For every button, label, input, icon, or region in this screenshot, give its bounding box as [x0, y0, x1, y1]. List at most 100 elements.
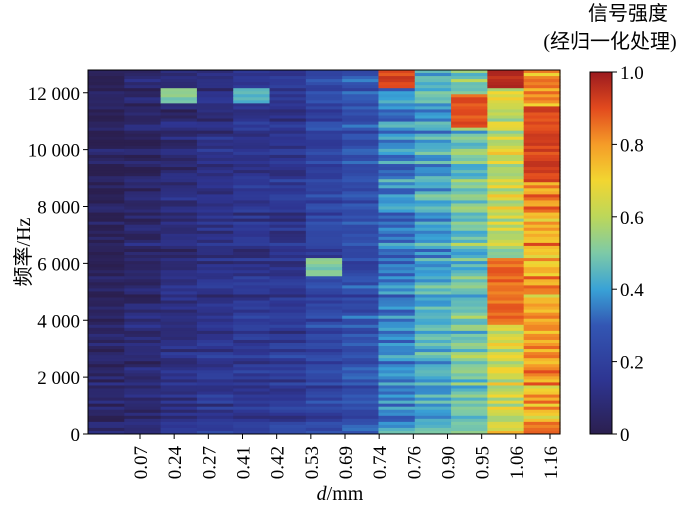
heatmap-cell [124, 291, 162, 295]
heatmap-cell [523, 142, 561, 147]
heatmap-cell [305, 164, 343, 168]
heatmap-cell [378, 203, 416, 207]
heatmap-cell [160, 297, 198, 302]
heatmap-cell [523, 361, 561, 365]
heatmap-cell [88, 318, 125, 323]
heatmap-cell [414, 255, 452, 259]
heatmap-cell [196, 430, 234, 435]
heatmap-cell [269, 297, 307, 302]
heatmap-cell [269, 209, 307, 214]
heatmap-cell [378, 355, 416, 359]
heatmap-cell [88, 376, 125, 380]
heatmap-cell [414, 327, 452, 332]
heatmap-cell [414, 430, 452, 435]
heatmap-cell [305, 109, 343, 113]
heatmap-cell [196, 358, 234, 362]
heatmap-cell [233, 382, 271, 386]
heatmap-cell [414, 303, 452, 308]
heatmap-cell [414, 221, 452, 226]
heatmap-cell [523, 309, 561, 314]
heatmap-cell [160, 427, 198, 432]
heatmap-cell [88, 73, 125, 77]
heatmap-cell [342, 373, 380, 377]
heatmap-cell [269, 349, 307, 353]
heatmap-cell [378, 167, 416, 171]
heatmap-cell [487, 109, 525, 113]
heatmap-cell [451, 394, 488, 399]
heatmap-cell [160, 285, 198, 289]
heatmap-cell [233, 285, 271, 289]
heatmap-cell [160, 182, 198, 186]
heatmap-cell [233, 142, 271, 147]
heatmap-cell [269, 412, 307, 417]
heatmap-cell [88, 258, 125, 262]
heatmap-cell [414, 70, 452, 74]
heatmap-cell [342, 221, 380, 226]
heatmap-cell [451, 194, 488, 198]
heatmap-cell [124, 252, 162, 256]
heatmap-cell [160, 139, 198, 144]
heatmap-cell [269, 355, 307, 359]
heatmap-cell [160, 136, 198, 141]
heatmap-cell [196, 127, 234, 132]
heatmap-cell [342, 194, 380, 198]
heatmap-cell [378, 142, 416, 147]
heatmap-cell [414, 236, 452, 241]
heatmap-cell [124, 312, 162, 317]
heatmap-cell [88, 294, 125, 298]
heatmap-cell [342, 397, 380, 402]
heatmap-cell [487, 412, 525, 417]
heatmap-cell [487, 430, 525, 435]
heatmap-cell [233, 336, 271, 341]
heatmap-cell [523, 258, 561, 262]
heatmap-cell [269, 179, 307, 183]
heatmap-cell [523, 394, 561, 399]
heatmap-cell [523, 300, 561, 305]
heatmap-cell [342, 203, 380, 207]
heatmap-cell [88, 270, 125, 274]
heatmap-cell [378, 358, 416, 362]
x-axis-label-unit: /mm [327, 483, 364, 505]
heatmap-cell [305, 273, 343, 277]
heatmap-cell [269, 148, 307, 153]
heatmap-cell [378, 394, 416, 399]
heatmap-cell [124, 318, 162, 323]
heatmap-cell [487, 106, 525, 110]
heatmap-cell [160, 127, 198, 132]
heatmap-cell [451, 191, 488, 195]
heatmap-cell [196, 373, 234, 377]
heatmap-cell [378, 124, 416, 129]
heatmap-cell [269, 343, 307, 347]
heatmap-cell [378, 421, 416, 426]
y-tick-label: 2 000 [37, 368, 80, 389]
heatmap-cell [233, 100, 271, 104]
heatmap-cell [342, 364, 380, 368]
heatmap-cell [233, 418, 271, 423]
heatmap-cell [378, 209, 416, 214]
heatmap-cell [414, 121, 452, 126]
heatmap-cell [414, 367, 452, 371]
heatmap-cell [269, 76, 307, 80]
heatmap-cell [414, 309, 452, 314]
heatmap-cell [233, 227, 271, 232]
heatmap-cell [269, 385, 307, 389]
heatmap-cell [342, 318, 380, 323]
heatmap-cell [233, 270, 271, 274]
heatmap-cell [160, 336, 198, 341]
heatmap-cell [196, 355, 234, 359]
heatmap-cell [269, 300, 307, 305]
heatmap-cell [523, 267, 561, 271]
heatmap-cell [414, 103, 452, 107]
heatmap-cell [269, 130, 307, 135]
heatmap-cell [160, 157, 198, 162]
heatmap-cell [233, 430, 271, 435]
heatmap-cell [124, 261, 162, 265]
heatmap-cell [305, 427, 343, 432]
heatmap-cell [378, 267, 416, 271]
heatmap-cell [378, 361, 416, 365]
heatmap-cell [233, 167, 271, 171]
heatmap-cell [451, 406, 488, 411]
heatmap-cell [342, 264, 380, 268]
heatmap-cell [124, 406, 162, 411]
